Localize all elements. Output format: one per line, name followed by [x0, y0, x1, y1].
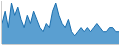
- x-axis-line: [2, 44, 119, 45]
- plot-area: [2, 3, 119, 44]
- line: [2, 3, 119, 36]
- chart: [0, 0, 120, 45]
- y-axis-line: [1, 1, 2, 44]
- area: [2, 3, 119, 44]
